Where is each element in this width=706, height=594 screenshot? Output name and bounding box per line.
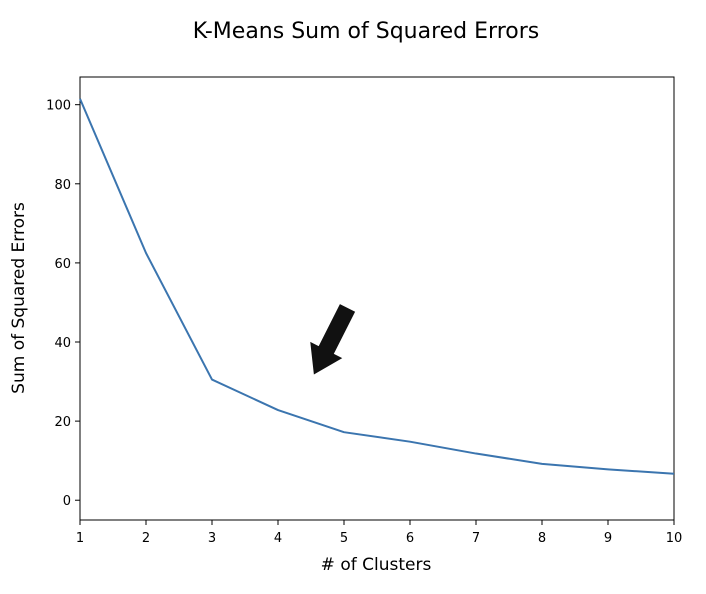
y-tick-label: 60	[54, 257, 71, 272]
x-tick-label: 4	[274, 531, 282, 546]
x-tick-label: 1	[76, 531, 84, 546]
y-tick-label: 100	[46, 99, 71, 114]
x-tick-label: 9	[604, 531, 612, 546]
series-line-0	[79, 98, 675, 475]
x-tick-label: 7	[472, 531, 480, 546]
annotation-arrow	[310, 304, 356, 375]
y-tick-label: 0	[63, 494, 71, 509]
x-axis-label: # of Clusters	[321, 555, 432, 575]
y-axis-label: Sum of Squared Errors	[9, 202, 29, 394]
y-tick-label: 80	[54, 178, 71, 193]
x-tick-label: 3	[208, 531, 216, 546]
x-tick-label: 5	[340, 531, 348, 546]
y-tick-label: 40	[54, 336, 71, 351]
x-tick-label: 8	[538, 531, 546, 546]
x-tick-label: 6	[406, 531, 414, 546]
x-tick-label: 10	[666, 531, 683, 546]
axes-frame	[79, 76, 675, 521]
chart-title: K-Means Sum of Squared Errors	[193, 19, 539, 44]
y-tick-label: 20	[54, 415, 71, 430]
x-tick-label: 2	[142, 531, 150, 546]
